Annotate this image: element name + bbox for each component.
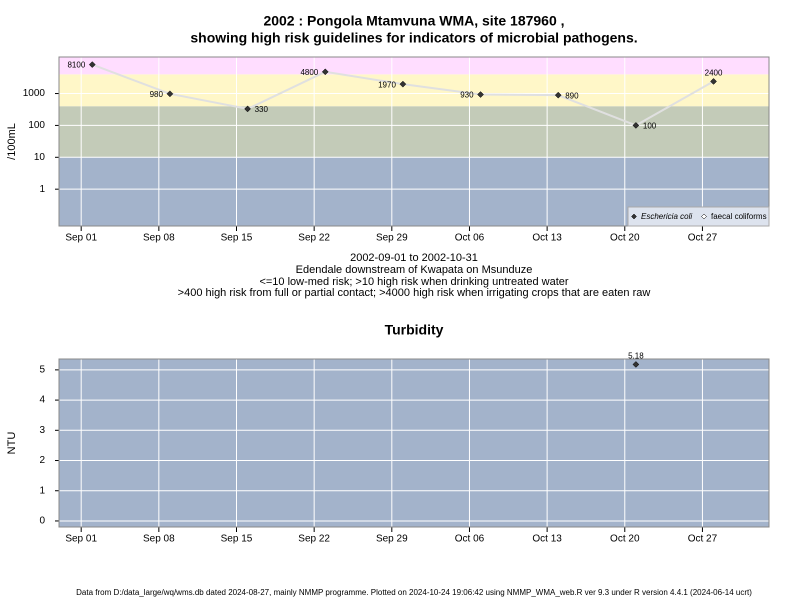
x-tick-label: Sep 22 <box>298 534 330 545</box>
data-label: 1970 <box>378 80 396 89</box>
data-point <box>244 105 251 113</box>
data-label: 5.18 <box>628 352 644 361</box>
data-label: 2400 <box>705 69 723 78</box>
risk-band <box>59 359 769 527</box>
data-point <box>477 91 484 98</box>
note: 2002-09-01 to 2002-10-31 <box>350 252 478 264</box>
risk-band <box>59 57 769 75</box>
legend-box <box>627 206 770 227</box>
note: >400 high risk from full or partial cont… <box>178 287 651 299</box>
chart-title: 2002 : Pongola Mtamvuna WMA, site 187960… <box>263 13 564 29</box>
risk-band <box>59 106 769 158</box>
x-tick-label: Sep 01 <box>65 534 97 545</box>
x-tick-label: Oct 27 <box>688 534 718 545</box>
x-tick-label: Sep 15 <box>221 233 253 244</box>
y-tick-label: 1 <box>39 485 45 496</box>
legend: Eschericia coli faecal coliforms <box>627 206 770 227</box>
legend-symbol <box>631 213 637 220</box>
data-label: 980 <box>150 90 164 99</box>
plot-frame <box>58 358 770 528</box>
legend-label: Eschericia coli <box>641 212 692 221</box>
y-tick-label: 10 <box>34 152 46 163</box>
data-label: 8100 <box>67 61 85 70</box>
chart-subtitle: showing high risk guidelines for indicat… <box>190 30 637 46</box>
data-point <box>632 361 640 368</box>
y-axis-label: /100mL <box>6 123 18 160</box>
x-tick-label: Sep 15 <box>221 534 253 545</box>
data-point <box>321 68 329 76</box>
x-tick-label: Sep 29 <box>376 233 408 244</box>
y-tick-label: 1000 <box>23 88 46 99</box>
note: <=10 low-med risk; >10 high risk when dr… <box>259 276 568 288</box>
legend-label: faecal coliforms <box>711 212 767 221</box>
data-point <box>399 80 407 88</box>
x-tick-label: Oct 13 <box>532 534 562 545</box>
y-tick-label: 3 <box>39 425 45 436</box>
note: Edendale downstream of Kwapata on Msundu… <box>296 264 533 276</box>
x-tick-label: Oct 06 <box>455 534 485 545</box>
plot-frame <box>58 56 770 227</box>
data-point <box>632 122 640 129</box>
chart-title: Turbidity <box>385 322 444 338</box>
data-point <box>554 91 562 99</box>
y-tick-label: 4 <box>39 395 45 406</box>
risk-band <box>59 74 769 107</box>
footer: Data from D:/data_large/wq/wms.db dated … <box>76 588 752 597</box>
data-point <box>166 90 174 98</box>
y-tick-label: 1 <box>39 184 45 195</box>
data-label: 930 <box>460 91 474 100</box>
x-tick-label: Oct 20 <box>610 233 640 244</box>
y-tick-label: 100 <box>28 120 45 131</box>
data-label: 4800 <box>300 68 318 77</box>
x-tick-label: Sep 29 <box>376 534 408 545</box>
x-tick-label: Sep 22 <box>298 233 330 244</box>
y-tick-label: 0 <box>39 516 45 527</box>
legend-symbol <box>701 213 707 220</box>
y-tick-label: 5 <box>39 365 45 376</box>
data-label: 890 <box>565 91 579 100</box>
x-tick-label: Sep 08 <box>143 233 175 244</box>
y-tick-label: 2 <box>39 455 45 466</box>
data-label: 100 <box>643 122 657 131</box>
x-tick-label: Sep 01 <box>65 233 97 244</box>
x-tick-label: Oct 13 <box>532 233 562 244</box>
data-label: 330 <box>255 105 269 114</box>
x-tick-label: Oct 06 <box>455 233 485 244</box>
x-tick-label: Oct 20 <box>610 534 640 545</box>
y-axis-label: NTU <box>6 432 18 455</box>
data-point <box>710 78 717 85</box>
x-tick-label: Oct 27 <box>688 233 718 244</box>
x-tick-label: Sep 08 <box>143 534 175 545</box>
data-point <box>88 61 96 68</box>
